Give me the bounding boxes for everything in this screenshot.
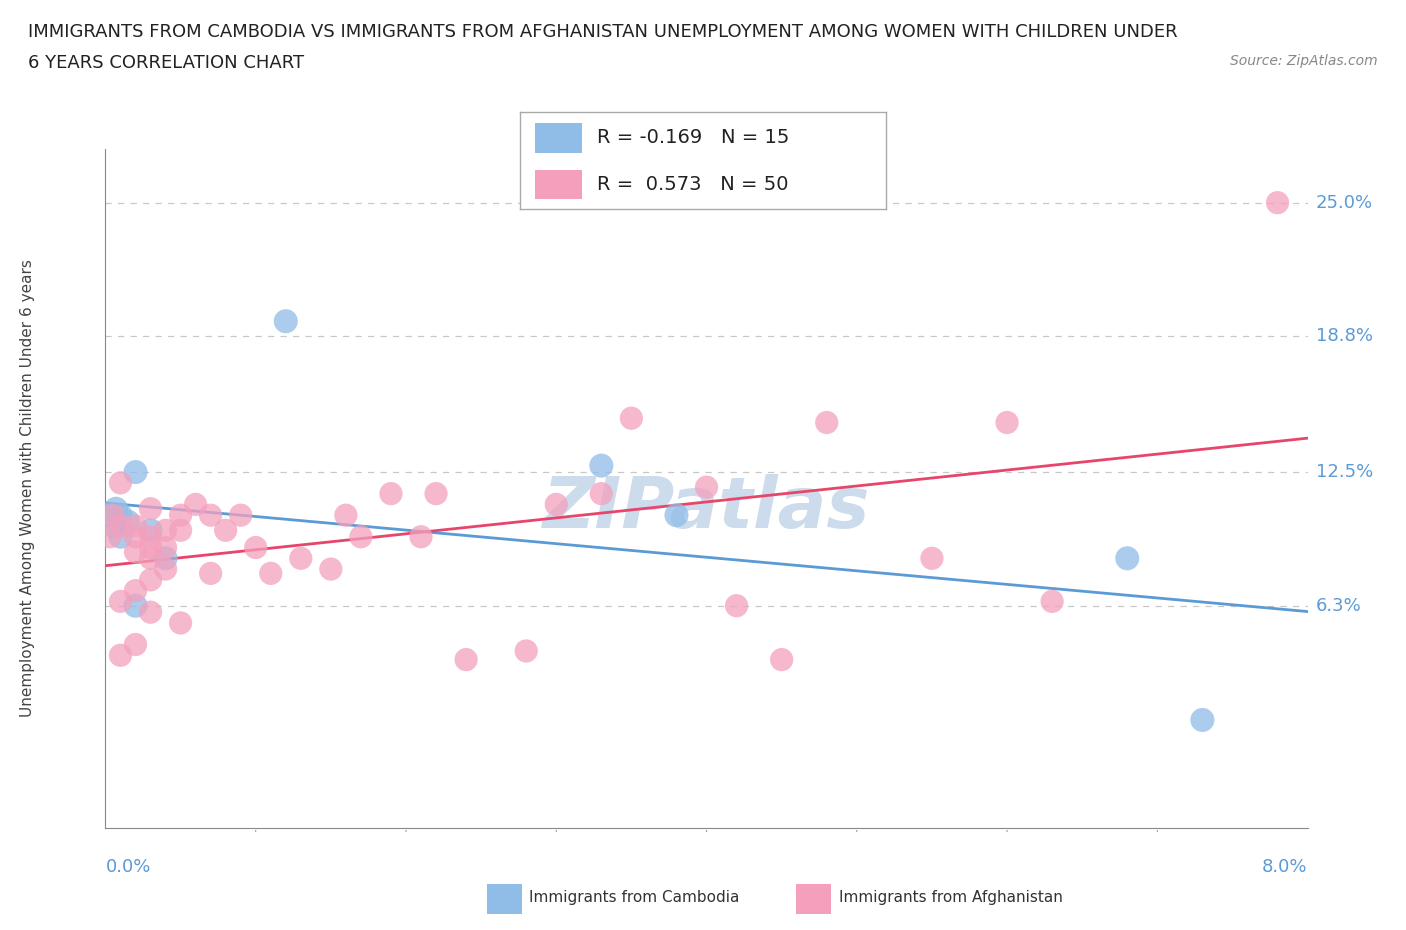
Point [1267,195,1289,210]
Text: 6.3%: 6.3% [1316,597,1361,615]
Point [515,644,537,658]
Point [770,652,793,667]
Point [214,523,236,538]
Point [591,458,613,473]
Point [184,497,207,512]
Point [124,519,146,534]
Point [101,519,124,534]
FancyBboxPatch shape [796,884,831,914]
Text: 0.0%: 0.0% [105,858,150,876]
Point [110,529,132,544]
Point [155,523,177,538]
Point [104,501,127,516]
Point [260,566,283,581]
Point [169,616,191,631]
Point [1191,712,1213,727]
Text: Immigrants from Cambodia: Immigrants from Cambodia [530,890,740,905]
Point [110,594,132,609]
Text: Immigrants from Afghanistan: Immigrants from Afghanistan [838,890,1063,905]
Text: ZIPatlas: ZIPatlas [543,474,870,543]
Text: Unemployment Among Women with Children Under 6 years: Unemployment Among Women with Children U… [20,259,35,717]
Point [139,604,162,619]
Point [591,486,613,501]
Text: 6 YEARS CORRELATION CHART: 6 YEARS CORRELATION CHART [28,54,304,72]
Text: 18.8%: 18.8% [1316,327,1372,345]
Text: Source: ZipAtlas.com: Source: ZipAtlas.com [1230,54,1378,68]
Point [696,480,718,495]
Point [169,523,191,538]
Point [725,598,748,613]
Point [98,508,121,523]
Point [139,501,162,516]
Point [155,540,177,555]
Point [921,551,943,565]
Point [620,411,643,426]
Point [124,598,146,613]
FancyBboxPatch shape [534,170,582,200]
Point [169,508,191,523]
Text: 25.0%: 25.0% [1316,193,1374,212]
Point [1116,551,1139,565]
Point [200,508,222,523]
Point [124,529,146,544]
Point [155,562,177,577]
Point [995,415,1018,430]
Point [425,486,447,501]
Point [290,551,312,565]
Text: 12.5%: 12.5% [1316,463,1374,481]
Point [110,648,132,663]
FancyBboxPatch shape [486,884,522,914]
Point [110,508,132,523]
Point [350,529,373,544]
Point [409,529,432,544]
Point [665,508,688,523]
Point [139,572,162,587]
Point [124,465,146,480]
Point [454,652,477,667]
Point [110,475,132,490]
Point [139,523,162,538]
Point [245,540,267,555]
Point [139,551,162,565]
Point [815,415,838,430]
Point [139,529,162,544]
Text: R =  0.573   N = 50: R = 0.573 N = 50 [598,176,789,194]
Point [117,514,139,529]
FancyBboxPatch shape [534,124,582,153]
Point [155,551,177,565]
Point [124,637,146,652]
Point [274,313,297,328]
Point [546,497,568,512]
Text: R = -0.169   N = 15: R = -0.169 N = 15 [598,128,789,148]
Point [380,486,402,501]
Point [139,540,162,555]
Point [335,508,357,523]
Point [319,562,342,577]
Point [101,508,124,523]
Text: IMMIGRANTS FROM CAMBODIA VS IMMIGRANTS FROM AFGHANISTAN UNEMPLOYMENT AMONG WOMEN: IMMIGRANTS FROM CAMBODIA VS IMMIGRANTS F… [28,23,1178,41]
Point [124,583,146,598]
Point [98,529,121,544]
Point [229,508,252,523]
Text: 8.0%: 8.0% [1263,858,1308,876]
Point [124,544,146,559]
Point [110,519,132,534]
Point [1040,594,1063,609]
Point [200,566,222,581]
